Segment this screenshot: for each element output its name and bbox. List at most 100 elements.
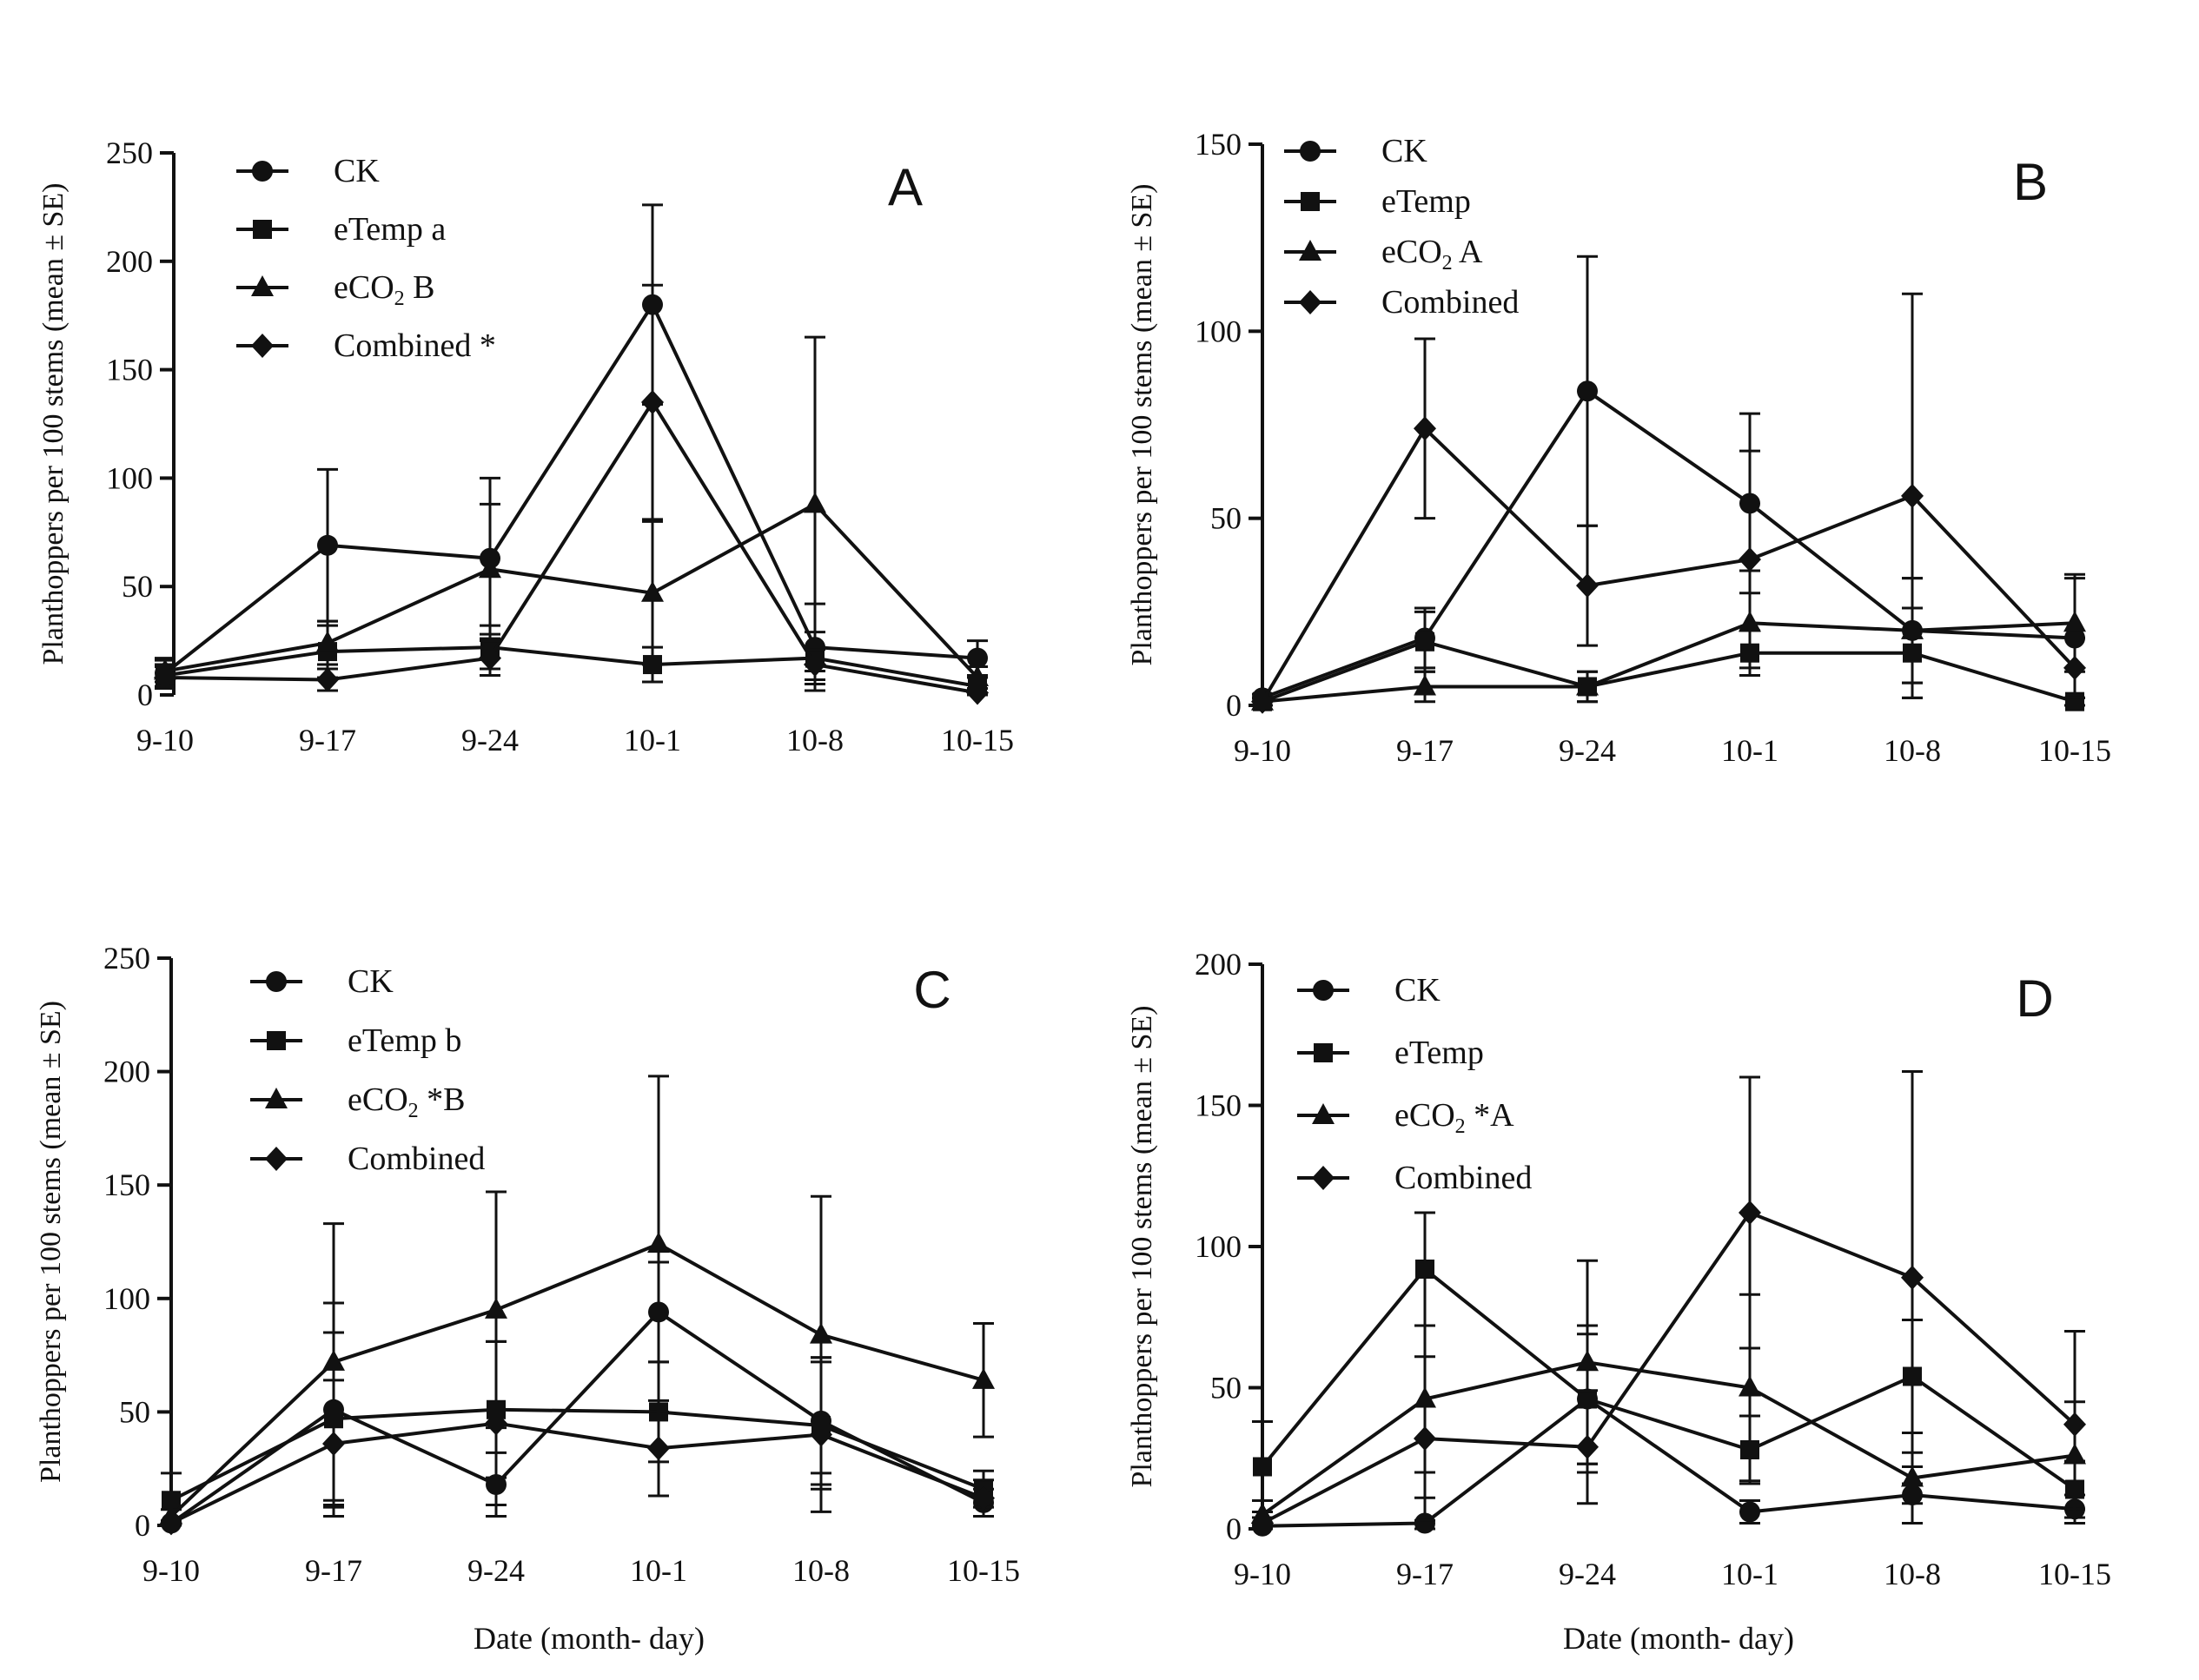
- data-point-b-etemp-1: [1415, 632, 1434, 651]
- legend-label-b-combined: Combined: [1381, 284, 1519, 321]
- legend-marker-b-etemp: [1301, 192, 1320, 211]
- data-point-c-eco2-4: [810, 1322, 832, 1344]
- y-tick-label-c-0: 0: [135, 1508, 150, 1543]
- data-point-d-ck-1: [1414, 1512, 1435, 1534]
- y-tick-label-c-3: 150: [103, 1167, 150, 1202]
- data-point-c-combined-0: [160, 1511, 182, 1536]
- y-tick-label-c-1: 50: [119, 1394, 150, 1429]
- legend-label-c-etemp: eTemp b: [348, 1022, 461, 1059]
- data-point-d-eco2-2: [1576, 1350, 1599, 1372]
- x-tick-label-b-3: 10-1: [1721, 733, 1778, 768]
- x-tick-label-a-2: 9-24: [461, 723, 519, 757]
- x-tick-label-d-3: 10-1: [1721, 1557, 1778, 1591]
- y-axis-title-a: Planthoppers per 100 stems (mean ± SE): [37, 182, 70, 665]
- y-tick-label-d-3: 150: [1195, 1088, 1242, 1123]
- panel-letter-a: A: [888, 158, 923, 216]
- data-point-a-eco2-5: [966, 665, 989, 687]
- legend-marker-a-combined: [251, 334, 274, 358]
- data-point-c-combined-1: [322, 1431, 345, 1456]
- x-axis-title-right: Date (month- day): [1563, 1621, 1794, 1656]
- legend-label-a-ck: CK: [334, 153, 380, 189]
- x-tick-label-d-0: 9-10: [1234, 1557, 1291, 1591]
- y-axis-title-c: Planthoppers per 100 stems (mean ± SE): [35, 1001, 67, 1483]
- legend-marker-b-eco2: [1299, 240, 1321, 261]
- data-point-a-combined-3: [641, 390, 664, 415]
- y-tick-label-a-2: 100: [106, 460, 153, 495]
- y-tick-label-b-3: 150: [1195, 127, 1242, 162]
- y-tick-label-d-1: 50: [1210, 1371, 1242, 1406]
- y-tick-label-a-4: 200: [106, 244, 153, 279]
- data-point-a-combined-4: [804, 652, 826, 678]
- data-point-d-combined-2: [1576, 1434, 1599, 1459]
- y-tick-label-c-4: 200: [103, 1055, 150, 1089]
- data-point-b-combined-0: [1251, 689, 1274, 714]
- chart-panels: 0 50 100 150 200 250 Planthoppers per 100 stem…: [35, 127, 2111, 1591]
- y-tick-label-d-4: 200: [1195, 947, 1242, 982]
- x-tick-label-c-1: 9-17: [305, 1553, 362, 1588]
- panel-c: 0 50 100 150 200 250 Planthoppers per 100 stem…: [35, 941, 1020, 1588]
- series-line-b-ck: [1262, 388, 2076, 700]
- y-axis-title-d: Planthoppers per 100 stems (mean ± SE): [1126, 1005, 1158, 1487]
- data-point-a-eco2-2: [479, 557, 501, 579]
- data-point-a-eco2-4: [804, 492, 826, 513]
- data-point-c-combined-2: [485, 1411, 507, 1436]
- legend-label-d-combined: Combined: [1394, 1160, 1532, 1196]
- series-line-b-eco2: [1262, 621, 2076, 704]
- data-point-a-combined-5: [966, 680, 989, 705]
- y-tick-label-a-3: 150: [106, 353, 153, 387]
- legend-label-c-ck: CK: [348, 963, 394, 1000]
- x-tick-label-c-0: 9-10: [142, 1553, 200, 1588]
- y-tick-label-c-2: 100: [103, 1281, 150, 1316]
- series-line-d-etemp: [1261, 1267, 2076, 1491]
- legend-label-b-eco2: eCO2 A: [1381, 234, 1483, 274]
- data-point-b-eco2-2: [1576, 674, 1599, 696]
- y-tick-label-a-5: 250: [106, 136, 153, 170]
- data-point-b-combined-4: [1901, 483, 1924, 508]
- panel-letter-b: B: [2013, 153, 2048, 211]
- legend-marker-d-eco2: [1312, 1103, 1335, 1124]
- legend-marker-c-etemp: [267, 1031, 286, 1050]
- legend-marker-c-eco2: [265, 1088, 288, 1108]
- series-line-a-combined: [164, 399, 978, 695]
- x-tick-label-b-4: 10-8: [1884, 733, 1941, 768]
- series-line-b-combined: [1261, 426, 2076, 703]
- data-point-b-ck-2: [1577, 380, 1598, 402]
- legend-marker-c-combined: [265, 1147, 288, 1171]
- data-point-c-eco2-5: [972, 1367, 995, 1389]
- panel-b: 0 50 100 150 Planthoppers per 100 stems (mea…: [1126, 127, 2111, 768]
- data-point-d-eco2-3: [1739, 1375, 1761, 1397]
- series-line-d-ck: [1262, 1397, 2076, 1528]
- x-tick-label-a-5: 10-15: [941, 723, 1014, 757]
- data-point-d-combined-5: [2063, 1412, 2086, 1437]
- y-tick-label-d-2: 100: [1195, 1229, 1242, 1264]
- legend-marker-d-etemp: [1314, 1043, 1333, 1062]
- y-tick-label-b-1: 50: [1210, 501, 1242, 536]
- data-point-a-ck-1: [317, 534, 338, 556]
- legend-label-b-ck: CK: [1381, 133, 1427, 169]
- legend-label-c-combined: Combined: [348, 1141, 485, 1177]
- legend-label-b-etemp: eTemp: [1381, 183, 1471, 220]
- x-tick-label-a-4: 10-8: [786, 723, 844, 757]
- data-point-b-combined-5: [2063, 655, 2086, 680]
- data-point-d-combined-0: [1251, 1511, 1274, 1536]
- panel-a: 0 50 100 150 200 250 Planthoppers per 100 stem…: [37, 136, 1014, 757]
- data-point-d-combined-4: [1901, 1265, 1924, 1290]
- panel-d: 0 50 100 150 200 Planthoppers per 100 stems (…: [1126, 947, 2111, 1591]
- panel-letter-c: C: [913, 961, 950, 1019]
- series-line-a-etemp: [164, 645, 978, 688]
- x-tick-label-a-1: 9-17: [299, 723, 356, 757]
- data-point-a-combined-1: [316, 667, 339, 692]
- panel-letter-d: D: [2016, 969, 2053, 1028]
- data-point-c-eco2-3: [647, 1232, 670, 1253]
- data-point-c-eco2-2: [485, 1297, 507, 1319]
- series-line-b-etemp: [1262, 639, 2076, 704]
- series-line-c-etemp: [170, 1407, 984, 1503]
- series-line-c-combined: [170, 1421, 984, 1525]
- data-point-a-combined-2: [479, 645, 501, 671]
- data-point-b-combined-3: [1739, 547, 1761, 572]
- data-point-d-ck-3: [1739, 1501, 1760, 1523]
- legend-label-d-ck: CK: [1394, 972, 1441, 1009]
- y-tick-label-b-2: 100: [1195, 314, 1242, 348]
- data-point-c-eco2-1: [322, 1349, 345, 1371]
